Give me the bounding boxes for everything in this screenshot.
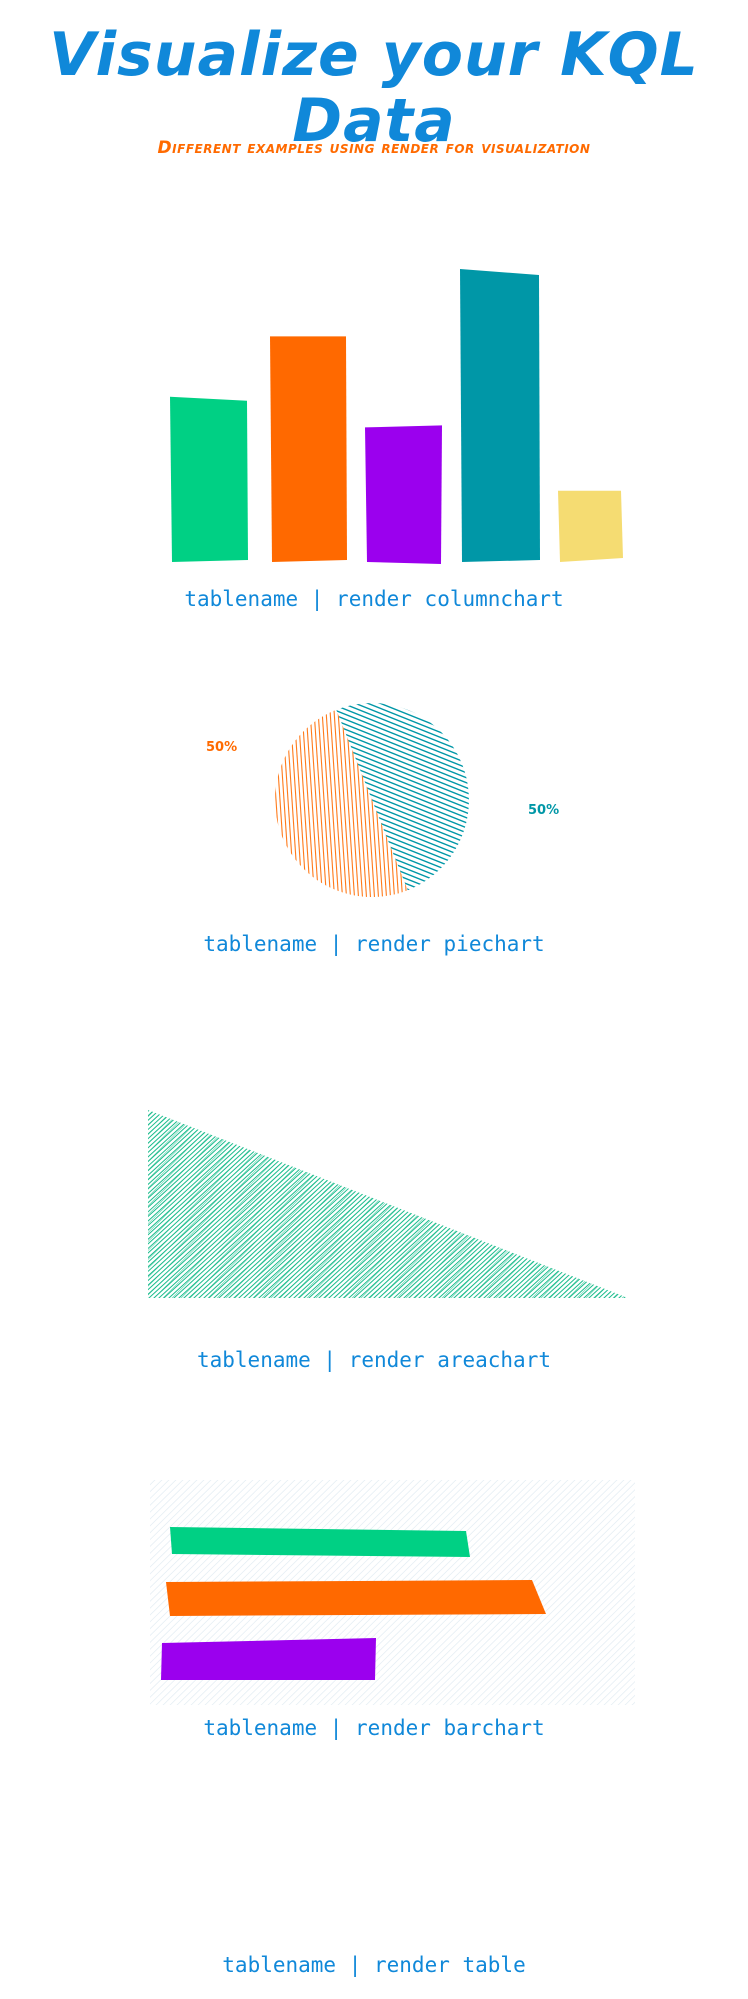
columnchart-figure — [170, 269, 623, 564]
table-section — [0, 1770, 748, 1950]
areachart-figure — [148, 1110, 628, 1298]
column-bar — [365, 425, 442, 564]
columnchart-caption: tablename | render columnchart — [184, 587, 564, 611]
horizontal-bar — [161, 1638, 376, 1680]
column-bar — [270, 336, 347, 562]
area-fill — [148, 1110, 628, 1298]
piechart-figure — [274, 703, 469, 898]
table-caption: tablename | render table — [222, 1953, 526, 1977]
columnchart-section — [0, 250, 748, 580]
barchart-section — [0, 1475, 748, 1710]
barchart-figure — [150, 1480, 635, 1705]
barchart-caption: tablename | render barchart — [203, 1716, 545, 1740]
areachart-caption: tablename | render areachart — [196, 1348, 551, 1372]
column-bar — [558, 490, 623, 562]
horizontal-bar — [166, 1580, 546, 1616]
piechart-section: 50% 50% — [0, 690, 748, 920]
horizontal-bar — [170, 1527, 470, 1557]
areachart-section — [0, 1100, 748, 1320]
column-bar — [460, 269, 540, 562]
column-bar — [170, 396, 248, 562]
pie-label-left: 50% — [206, 740, 238, 755]
piechart-caption: tablename | render piechart — [203, 932, 545, 956]
page-subtitle: Different examples using render for visu… — [157, 138, 591, 158]
pie-label-right: 50% — [528, 803, 560, 818]
page-title: Visualize your KQL Data — [49, 20, 699, 156]
